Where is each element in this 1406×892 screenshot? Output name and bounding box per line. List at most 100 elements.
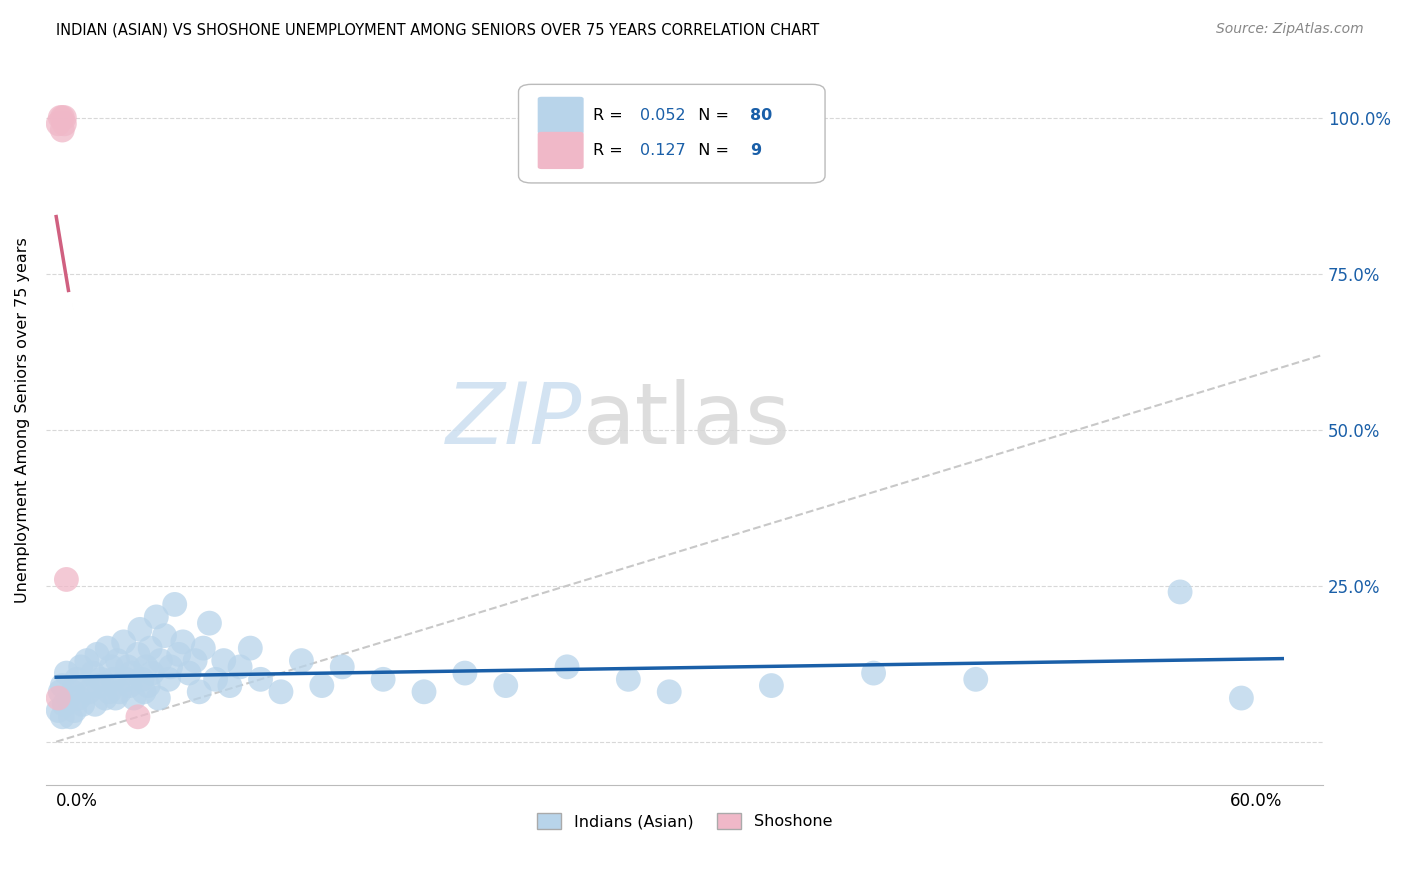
Point	[122, 691, 145, 706]
Text: N =: N =	[689, 143, 734, 158]
Point	[49, 111, 72, 125]
Point	[145, 610, 167, 624]
Point	[184, 654, 207, 668]
Point	[290, 654, 312, 668]
Point	[77, 685, 100, 699]
Point	[311, 679, 333, 693]
Point	[121, 666, 143, 681]
Point	[965, 673, 987, 687]
Point	[67, 691, 90, 706]
Point	[51, 123, 73, 137]
Point	[51, 111, 73, 125]
Point	[148, 691, 170, 706]
Point	[53, 111, 76, 125]
Point	[76, 654, 98, 668]
Legend: Indians (Asian), Shoshone: Indians (Asian), Shoshone	[530, 806, 839, 836]
Point	[49, 685, 72, 699]
Point	[167, 648, 190, 662]
Point	[53, 698, 76, 712]
Text: INDIAN (ASIAN) VS SHOSHONE UNEMPLOYMENT AMONG SENIORS OVER 75 YEARS CORRELATION : INDIAN (ASIAN) VS SHOSHONE UNEMPLOYMENT …	[56, 22, 820, 37]
Point	[86, 648, 108, 662]
Point	[98, 685, 121, 699]
Point	[108, 685, 131, 699]
Text: 0.127: 0.127	[640, 143, 686, 158]
Point	[96, 641, 118, 656]
Point	[239, 641, 262, 656]
Point	[163, 598, 186, 612]
Point	[100, 660, 122, 674]
Point	[862, 666, 884, 681]
Point	[229, 660, 252, 674]
Text: 9: 9	[749, 143, 761, 158]
Point	[495, 679, 517, 693]
Point	[1168, 585, 1191, 599]
Point	[555, 660, 578, 674]
Point	[1230, 691, 1253, 706]
Point	[69, 660, 91, 674]
Point	[62, 685, 84, 699]
Point	[204, 673, 226, 687]
Point	[330, 660, 353, 674]
Point	[65, 673, 87, 687]
Point	[55, 666, 77, 681]
Point	[118, 679, 141, 693]
Point	[72, 698, 94, 712]
Point	[63, 704, 86, 718]
Point	[127, 648, 149, 662]
Point	[270, 685, 292, 699]
Point	[46, 117, 69, 131]
Point	[84, 698, 107, 712]
Point	[90, 673, 112, 687]
Point	[55, 573, 77, 587]
Text: N =: N =	[689, 108, 734, 122]
Point	[76, 679, 98, 693]
Point	[454, 666, 477, 681]
Text: 0.0%: 0.0%	[56, 792, 98, 810]
Point	[51, 679, 73, 693]
Point	[373, 673, 395, 687]
Point	[103, 673, 125, 687]
Y-axis label: Unemployment Among Seniors over 75 years: Unemployment Among Seniors over 75 years	[15, 237, 30, 603]
Point	[177, 666, 200, 681]
Point	[761, 679, 783, 693]
FancyBboxPatch shape	[537, 96, 583, 134]
Point	[132, 685, 155, 699]
Point	[153, 629, 176, 643]
Point	[219, 679, 242, 693]
Point	[188, 685, 211, 699]
Point	[131, 673, 153, 687]
Text: atlas: atlas	[582, 379, 790, 462]
Point	[51, 710, 73, 724]
Point	[141, 666, 163, 681]
Text: ZIP: ZIP	[446, 379, 582, 462]
Point	[112, 635, 135, 649]
Point	[149, 654, 172, 668]
Point	[46, 691, 69, 706]
Point	[46, 704, 69, 718]
Point	[114, 673, 136, 687]
Point	[193, 641, 215, 656]
Point	[658, 685, 681, 699]
Point	[157, 673, 180, 687]
Point	[172, 635, 194, 649]
Point	[198, 616, 221, 631]
Point	[59, 710, 82, 724]
Point	[136, 679, 159, 693]
Point	[249, 673, 271, 687]
Point	[159, 660, 181, 674]
Text: R =: R =	[592, 143, 627, 158]
Point	[212, 654, 235, 668]
Point	[58, 691, 80, 706]
Text: Source: ZipAtlas.com: Source: ZipAtlas.com	[1216, 22, 1364, 37]
Point	[617, 673, 640, 687]
Point	[82, 666, 104, 681]
FancyBboxPatch shape	[537, 132, 583, 169]
FancyBboxPatch shape	[519, 85, 825, 183]
Text: 60.0%: 60.0%	[1230, 792, 1282, 810]
Point	[87, 679, 110, 693]
Point	[117, 660, 139, 674]
Point	[129, 623, 152, 637]
Point	[127, 710, 149, 724]
Point	[107, 654, 129, 668]
Point	[104, 691, 127, 706]
